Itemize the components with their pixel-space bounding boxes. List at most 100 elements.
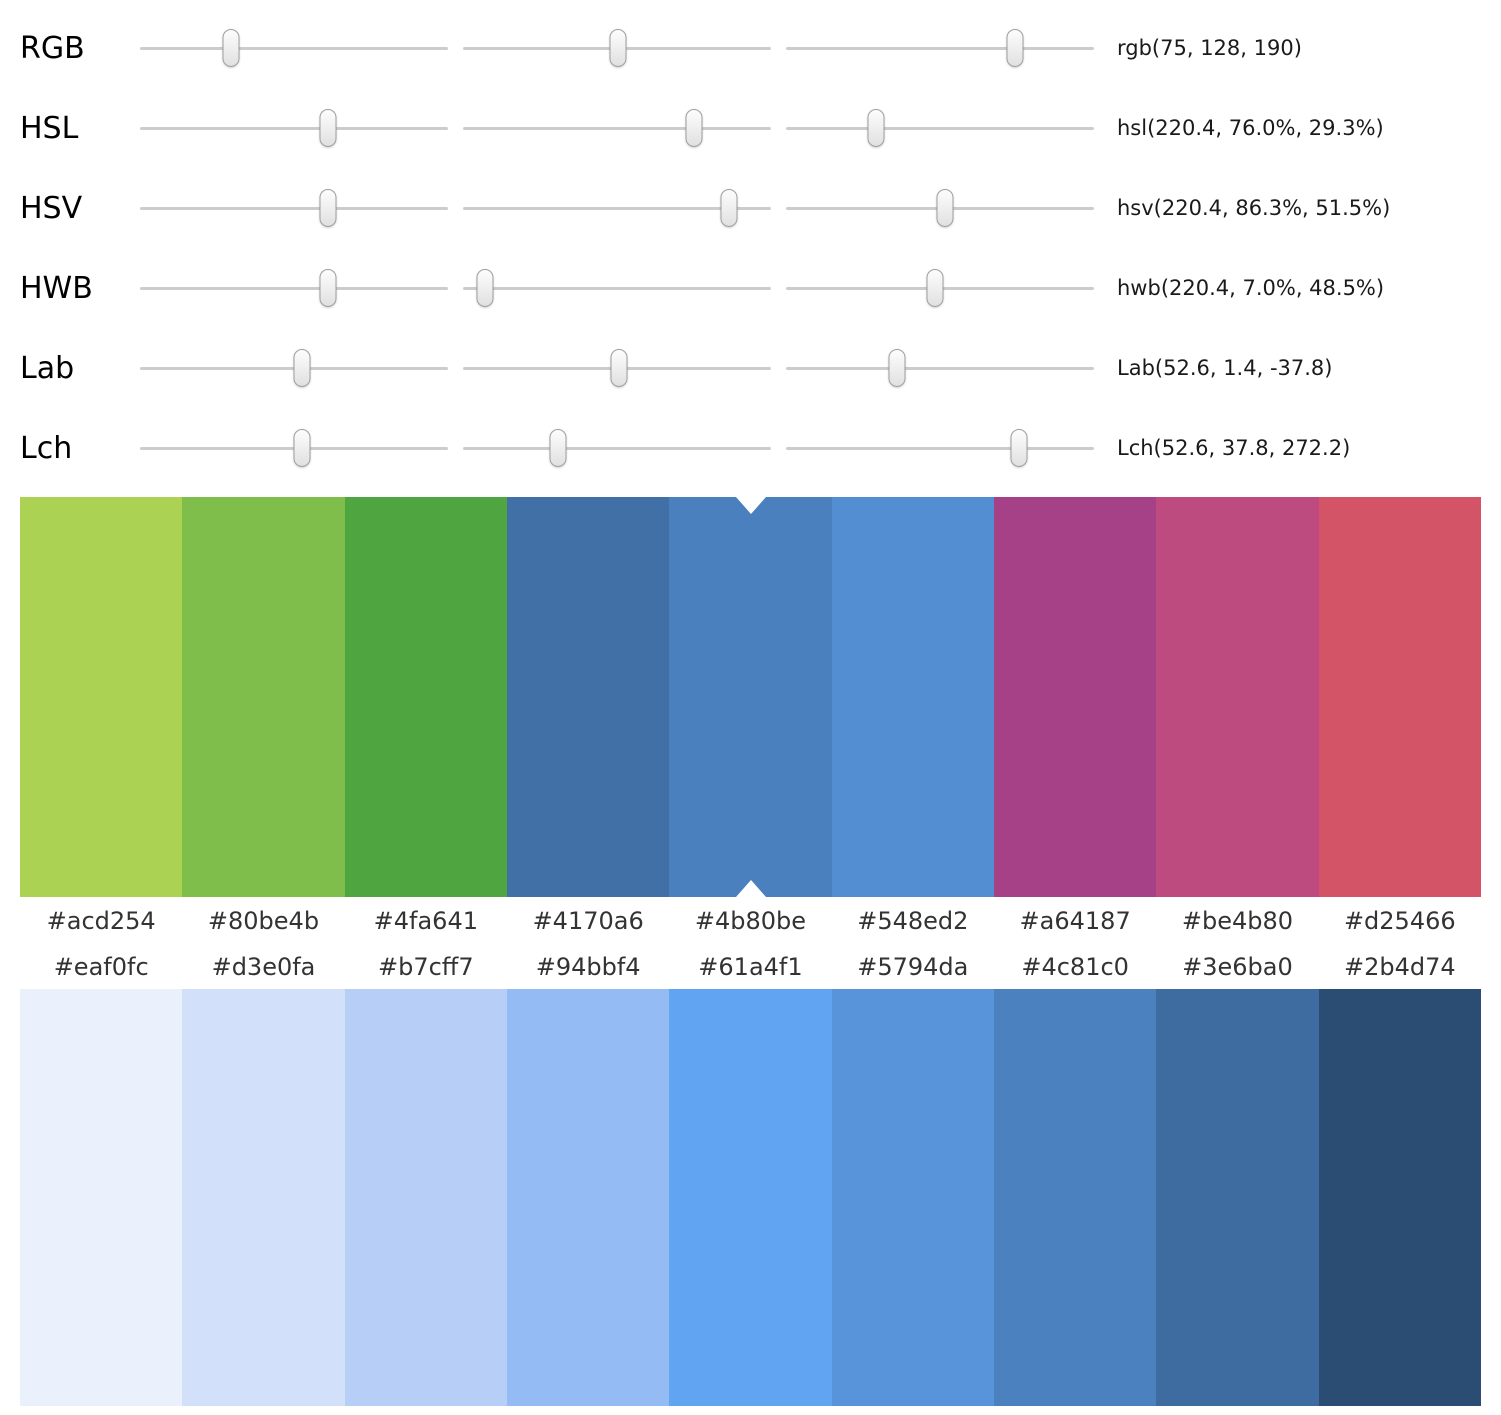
colorspace-label: Lch <box>20 430 73 466</box>
slider-track[interactable] <box>463 425 771 471</box>
slider-thumb[interactable] <box>293 429 311 467</box>
slider-track[interactable] <box>786 425 1094 471</box>
colorspace-sliders: RGB rgb(75, 128, 190) HSL hsl(220.4, 76.… <box>0 0 1501 488</box>
slider-track-line <box>786 446 1094 450</box>
palette-hex-labels: #acd254 #80be4b #4fa641 #4170a6 #4b80be #548e… <box>20 897 1481 943</box>
slider-thumb[interactable] <box>867 109 885 147</box>
color-value-text: hwb(220.4, 7.0%, 48.5%) <box>1117 276 1385 300</box>
slider-thumb[interactable] <box>720 189 738 227</box>
swatch-hex-label: #2b4d74 <box>1343 953 1456 981</box>
slider-row-hwb: HWB hwb(220.4, 7.0%, 48.5%) <box>20 248 1501 328</box>
slider-track[interactable] <box>786 345 1094 391</box>
slider-track[interactable] <box>786 185 1094 231</box>
color-swatch[interactable] <box>182 989 345 1406</box>
color-swatch[interactable] <box>1156 497 1319 897</box>
color-swatch[interactable] <box>831 989 994 1406</box>
slider-track[interactable] <box>140 185 448 231</box>
color-value-text: hsl(220.4, 76.0%, 29.3%) <box>1117 116 1384 140</box>
slider-row-lab: Lab Lab(52.6, 1.4, -37.8) <box>20 328 1501 408</box>
slider-track-line <box>140 286 448 290</box>
swatch-hex-label: #4b80be <box>694 907 807 935</box>
slider-thumb[interactable] <box>888 349 906 387</box>
slider-row-hsv: HSV hsv(220.4, 86.3%, 51.5%) <box>20 168 1501 248</box>
swatch-hex-label: #4170a6 <box>532 907 644 935</box>
slider-thumb[interactable] <box>293 349 311 387</box>
slider-track[interactable] <box>140 25 448 71</box>
slider-thumb[interactable] <box>549 429 567 467</box>
slider-track[interactable] <box>786 265 1094 311</box>
slider-row-rgb: RGB rgb(75, 128, 190) <box>20 8 1501 88</box>
swatch-hex-label: #eaf0fc <box>53 953 149 981</box>
slider-track-line <box>140 46 448 50</box>
slider-thumb[interactable] <box>319 109 337 147</box>
slider-track[interactable] <box>140 425 448 471</box>
color-value-text: hsv(220.4, 86.3%, 51.5%) <box>1117 196 1391 220</box>
color-swatch[interactable] <box>182 497 345 897</box>
swatch-hex-label: #acd254 <box>46 907 156 935</box>
color-swatch[interactable] <box>20 989 183 1406</box>
swatch-hex-label: #4fa641 <box>373 907 478 935</box>
swatch-hex-label: #3e6ba0 <box>1182 953 1293 981</box>
color-swatch[interactable] <box>1156 989 1319 1406</box>
slider-track-line <box>463 446 771 450</box>
slider-thumb[interactable] <box>926 269 944 307</box>
slider-track[interactable] <box>140 265 448 311</box>
slider-thumb[interactable] <box>936 189 954 227</box>
slider-thumb[interactable] <box>319 189 337 227</box>
color-swatch[interactable] <box>831 497 994 897</box>
slider-track[interactable] <box>786 105 1094 151</box>
slider-track[interactable] <box>140 345 448 391</box>
slider-thumb[interactable] <box>610 349 628 387</box>
colorspace-label: HSL <box>20 110 79 146</box>
color-value-text: rgb(75, 128, 190) <box>1117 36 1302 60</box>
slider-track[interactable] <box>463 25 771 71</box>
colorspace-label: RGB <box>20 30 85 66</box>
slider-track[interactable] <box>140 105 448 151</box>
slider-track[interactable] <box>463 105 771 151</box>
slider-track-line <box>786 46 1094 50</box>
slider-track[interactable] <box>463 345 771 391</box>
color-swatch[interactable] <box>669 989 832 1406</box>
color-swatch[interactable] <box>506 497 670 897</box>
slider-thumb[interactable] <box>685 109 703 147</box>
slider-track[interactable] <box>786 25 1094 71</box>
swatch-hex-label: #b7cff7 <box>378 953 474 981</box>
slider-track-line <box>786 366 1094 370</box>
slider-track[interactable] <box>463 185 771 231</box>
slider-track-line <box>463 206 771 210</box>
color-swatch[interactable] <box>344 497 507 897</box>
scale-strip <box>20 989 1481 1406</box>
slider-thumb[interactable] <box>609 29 627 67</box>
color-swatch[interactable] <box>993 497 1157 897</box>
slider-track[interactable] <box>463 265 771 311</box>
slider-track-line <box>786 126 1094 130</box>
swatch-hex-label: #61a4f1 <box>698 953 803 981</box>
swatch-hex-label: #a64187 <box>1019 907 1131 935</box>
slider-thumb[interactable] <box>222 29 240 67</box>
color-value-text: Lab(52.6, 1.4, -37.8) <box>1117 356 1333 380</box>
swatch-hex-label: #d3e0fa <box>211 953 316 981</box>
colorspace-label: Lab <box>20 350 75 386</box>
swatch-hex-label: #548ed2 <box>857 907 969 935</box>
color-swatch[interactable] <box>1318 989 1481 1406</box>
slider-track-line <box>463 286 771 290</box>
swatch-hex-label: #be4b80 <box>1181 907 1294 935</box>
swatch-hex-label: #5794da <box>857 953 969 981</box>
palette-strip <box>20 497 1481 897</box>
slider-thumb[interactable] <box>1010 429 1028 467</box>
color-swatch[interactable] <box>344 989 507 1406</box>
slider-thumb[interactable] <box>319 269 337 307</box>
color-swatch[interactable] <box>669 497 832 897</box>
color-swatch[interactable] <box>1318 497 1481 897</box>
slider-track-line <box>140 206 448 210</box>
swatch-hex-label: #d25466 <box>1343 907 1456 935</box>
color-swatch[interactable] <box>506 989 670 1406</box>
slider-thumb[interactable] <box>1006 29 1024 67</box>
swatch-hex-label: #94bbf4 <box>535 953 641 981</box>
color-swatch[interactable] <box>20 497 183 897</box>
color-swatch[interactable] <box>993 989 1157 1406</box>
color-value-text: Lch(52.6, 37.8, 272.2) <box>1117 436 1351 460</box>
slider-thumb[interactable] <box>476 269 494 307</box>
slider-row-lch: Lch Lch(52.6, 37.8, 272.2) <box>20 408 1501 488</box>
